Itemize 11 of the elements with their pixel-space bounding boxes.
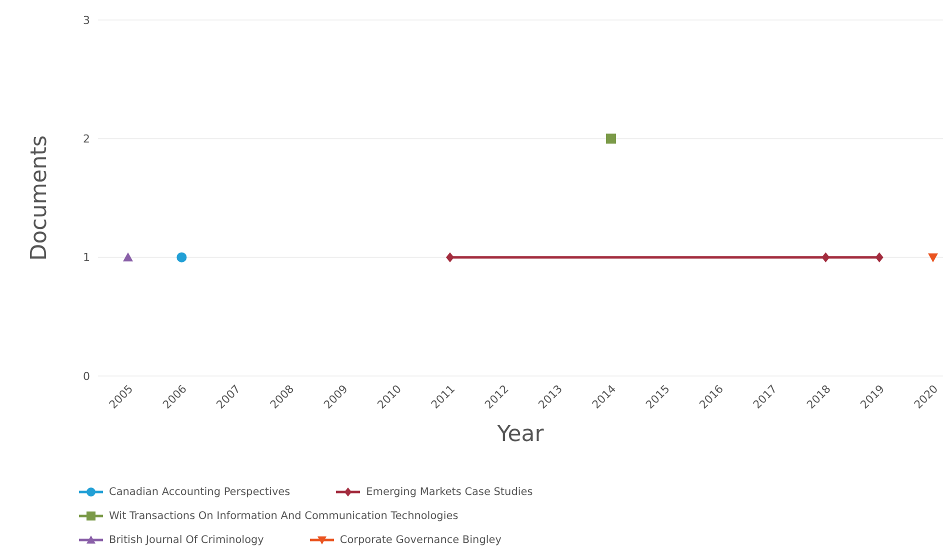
y-tick-label: 0 [83, 370, 90, 383]
y-tick-label: 3 [83, 14, 90, 27]
legend-label: Corporate Governance Bingley [340, 534, 502, 546]
legend-label: Wit Transactions On Information And Communication Technologies [109, 510, 458, 522]
legend-label: Emerging Markets Case Studies [366, 486, 533, 498]
y-axis-title: Documents [26, 135, 52, 261]
legend-label: British Journal Of Criminology [109, 534, 264, 546]
y-tick-label: 2 [83, 132, 90, 146]
x-axis-title: Year [496, 422, 545, 447]
legend-label: Canadian Accounting Perspectives [109, 486, 290, 498]
y-tick-label: 1 [83, 251, 90, 264]
